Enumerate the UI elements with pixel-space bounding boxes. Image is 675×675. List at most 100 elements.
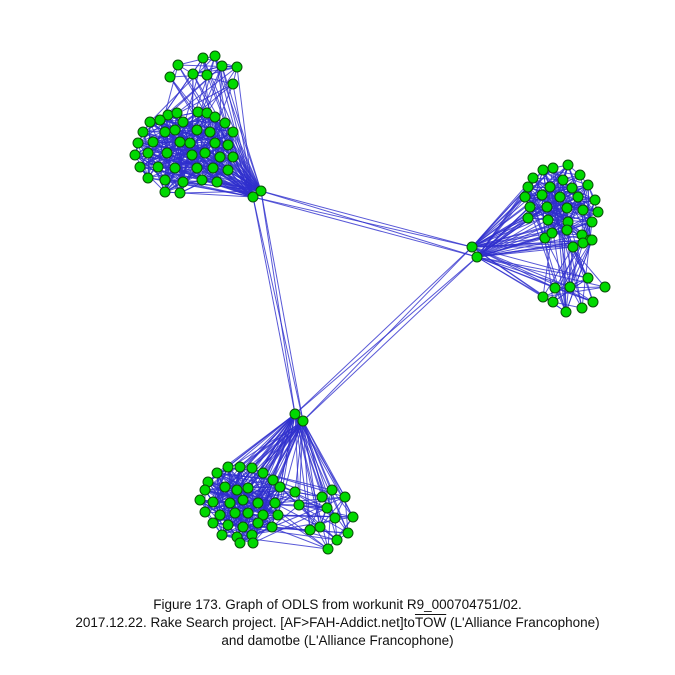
- graph-node: [172, 59, 184, 71]
- graph-node: [342, 527, 354, 539]
- graph-node: [227, 78, 239, 90]
- graph-node: [169, 124, 181, 136]
- graph-node: [257, 509, 269, 521]
- graph-node: [567, 241, 579, 253]
- graph-node: [586, 234, 598, 246]
- graph-node: [222, 519, 234, 531]
- graph-node: [546, 227, 558, 239]
- graph-node: [293, 499, 305, 511]
- graph-node: [246, 462, 258, 474]
- graph-node: [554, 191, 566, 203]
- graph-node: [222, 139, 234, 151]
- graph-node: [214, 151, 226, 163]
- graph-node: [587, 296, 599, 308]
- graph-node: [561, 202, 573, 214]
- caption-line-1: Figure 173. Graph of ODLS from workunit …: [153, 597, 522, 612]
- graph-node: [522, 181, 534, 193]
- graph-node: [599, 281, 611, 293]
- graph-node: [331, 534, 343, 546]
- graph-node: [129, 149, 141, 161]
- graph-hub-node: [471, 251, 483, 263]
- graph-node: [329, 512, 341, 524]
- graph-node: [269, 497, 281, 509]
- graph-node: [252, 517, 264, 529]
- graph-node: [142, 147, 154, 159]
- graph-node: [234, 461, 246, 473]
- graph-node: [134, 161, 146, 173]
- graph-node: [274, 481, 286, 493]
- graph-node: [147, 136, 159, 148]
- graph-node: [527, 172, 539, 184]
- graph-node: [159, 126, 171, 138]
- graph-node: [560, 306, 572, 318]
- graph-node: [237, 521, 249, 533]
- graph-node: [227, 126, 239, 138]
- graph-node: [592, 206, 604, 218]
- graph-node: [582, 272, 594, 284]
- graph-node: [159, 174, 171, 186]
- graph-node: [544, 181, 556, 193]
- graph-hub-node: [255, 185, 267, 197]
- graph-node: [144, 116, 156, 128]
- graph-node: [522, 212, 534, 224]
- graph-node: [216, 529, 228, 541]
- graph-node: [561, 224, 573, 236]
- graph-node: [547, 296, 559, 308]
- graph-node: [174, 136, 186, 148]
- graph-node: [209, 111, 221, 123]
- graph-node: [289, 486, 301, 498]
- graph-node: [196, 174, 208, 186]
- graph-hub-node: [466, 241, 478, 253]
- graph-node: [242, 507, 254, 519]
- caption-line-2-pre: 2017.12.22. Rake Search project. [AF>FAH…: [75, 615, 415, 630]
- graph-node: [272, 509, 284, 521]
- graph-node: [574, 169, 586, 181]
- graph-node: [541, 201, 553, 213]
- graph-node: [174, 187, 186, 199]
- figure-caption: Figure 173. Graph of ODLS from workunit …: [0, 596, 675, 650]
- graph-node: [524, 201, 536, 213]
- graph-node: [199, 484, 211, 496]
- graph-nodes: [129, 50, 611, 555]
- graph-node: [231, 61, 243, 73]
- graph-node: [191, 162, 203, 174]
- graph-node: [199, 506, 211, 518]
- graph-node: [219, 481, 231, 493]
- graph-node: [519, 191, 531, 203]
- graph-node: [229, 507, 241, 519]
- graph-node: [234, 537, 246, 549]
- graph-node: [547, 162, 559, 174]
- graph-node: [549, 282, 561, 294]
- graph-node: [216, 60, 228, 72]
- graph-node: [347, 511, 359, 523]
- graph-node: [187, 68, 199, 80]
- graph-node: [171, 107, 183, 119]
- graph-node: [194, 494, 206, 506]
- graph-node: [209, 137, 221, 149]
- graph-node: [322, 543, 334, 555]
- graph-node: [542, 214, 554, 226]
- graph-node: [207, 517, 219, 529]
- graph-node: [152, 161, 164, 173]
- graph-node: [242, 482, 254, 494]
- graph-node: [224, 497, 236, 509]
- graph-hub-node: [297, 415, 309, 427]
- graph-node: [564, 281, 576, 293]
- graph-node: [557, 174, 569, 186]
- graph-node: [204, 126, 216, 138]
- graph-node: [177, 116, 189, 128]
- graph-node: [211, 467, 223, 479]
- graph-node: [184, 137, 196, 149]
- caption-line-2-post: (L'Alliance Francophone): [446, 615, 600, 630]
- graph-node: [192, 106, 204, 118]
- graph-node: [177, 176, 189, 188]
- graph-node: [154, 114, 166, 126]
- graph-node: [209, 50, 221, 62]
- graph-node: [257, 467, 269, 479]
- graph-node: [207, 162, 219, 174]
- graph-node: [191, 124, 203, 136]
- graph-node: [537, 291, 549, 303]
- graph-node: [211, 176, 223, 188]
